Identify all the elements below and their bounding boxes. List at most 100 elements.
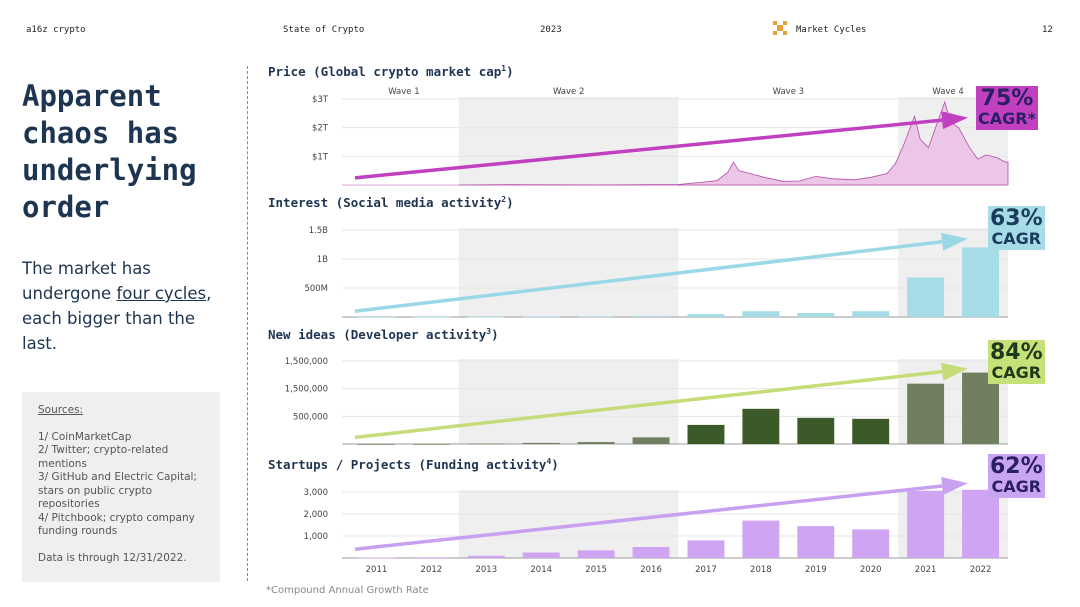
chart-title-developers: New ideas (Developer activity3) [268,327,499,343]
bar-2014 [522,442,560,444]
trend-arrow-line [354,369,943,440]
y-tick-label: 1,000 [304,532,328,542]
y-tick-label: $2T [312,124,329,134]
price-area [458,100,1009,186]
x-tick-label: 2013 [475,565,497,575]
trend-arrow-head [941,362,968,381]
report-title: State of Crypto [283,25,365,35]
four-cycles-link[interactable]: four cycles [116,284,207,303]
bar-2022 [962,489,999,558]
wave-label: Wave 1 [388,87,419,97]
y-tick-label: 1B [317,255,328,265]
bar-2015 [577,442,615,444]
page-number: 12 [1042,25,1053,35]
x-tick-label: 2012 [421,565,443,575]
source-item: 2/ Twitter; crypto-related mentions [38,444,169,470]
bar-2018 [742,520,780,558]
bar-2012 [412,443,450,445]
chart-title-price: Price (Global crypto market cap1) [268,64,514,80]
bar-2019 [797,312,835,317]
report-year: 2023 [540,25,562,35]
bar-2019 [797,417,835,444]
chart-title-interest: Interest (Social media activity2) [268,195,514,211]
wave-band [458,228,679,317]
bar-2022 [962,372,999,444]
bar-2012 [412,316,450,318]
bar-2018 [742,311,780,317]
trend-arrow-line [354,240,943,313]
x-tick-label: 2021 [915,565,937,575]
bar-2014 [522,316,560,318]
cagr-badge-developers: 84% CAGR [988,340,1045,384]
bar-2017 [687,424,725,444]
lede-after: , each bigger than the last. [22,284,212,353]
x-tick-label: 2014 [530,565,552,575]
trend-arrow-head [941,111,968,130]
lede-text: The market has undergone four cycles, ea… [22,256,222,356]
x-tick-label: 2019 [805,565,827,575]
trend-arrow-head [941,477,968,495]
cagr-badge-funding: 62% CAGR [988,454,1045,498]
bar-2021 [907,383,945,444]
bar-2020 [852,418,890,444]
wave-band [458,490,679,558]
y-tick-label: 1.5B [309,226,329,236]
x-tick-label: 2020 [860,565,882,575]
x-tick-label: 2011 [366,565,388,575]
y-tick-label: 2,000 [304,510,328,520]
trend-arrow-line [354,118,943,180]
y-tick-label: 1,500,000 [285,357,328,367]
wave-label: Wave 4 [932,87,963,97]
sources-box: Sources: 1/ CoinMarketCap 2/ Twitter; cr… [22,392,220,582]
chart-title-funding: Startups / Projects (Funding activity4) [268,457,559,473]
wave-label: Wave 3 [773,87,804,97]
wave-band [458,359,679,444]
bar-2013 [467,555,505,558]
bar-2011 [358,557,395,559]
y-tick-label: $1T [312,152,329,162]
brand-label: a16z crypto [26,25,86,35]
bar-2015 [577,550,615,558]
y-tick-label: 3,000 [304,488,328,498]
trend-arrow-head [941,232,968,251]
bar-2019 [797,526,835,558]
bar-2020 [852,529,890,558]
source-item: 3/ GitHub and Electric Capital; stars on… [38,471,197,510]
bar-2016 [632,547,670,558]
bar-2016 [632,437,670,444]
bar-2011 [358,443,395,445]
y-tick-label: 1,500,000 [285,385,328,395]
bar-2021 [907,277,945,317]
y-tick-label: 500M [304,284,328,294]
section-title: Market Cycles [796,25,867,35]
x-tick-label: 2016 [640,565,662,575]
wave-band [458,97,679,185]
x-tick-label: 2017 [695,565,717,575]
lede-before: The market has undergone [22,259,151,303]
bar-2021 [907,490,945,558]
market-cycles-logo-icon [772,20,788,36]
bar-2017 [687,314,725,317]
y-tick-label: $3T [312,95,329,105]
source-item: 4/ Pitchbook; crypto company funding rou… [38,511,195,538]
cagr-badge-price: 75% CAGR* [976,86,1038,130]
x-tick-label: 2022 [970,565,992,575]
data-note: Data is through 12/31/2022. [38,551,187,564]
bar-2012 [412,557,450,559]
bar-2022 [962,247,999,317]
sources-title: Sources: [38,404,84,416]
bar-2011 [358,316,395,318]
bar-2013 [467,443,505,445]
bar-2013 [467,316,505,318]
wave-label: Wave 2 [553,87,584,97]
divider [247,66,248,581]
cagr-badge-interest: 63% CAGR [988,206,1045,250]
bar-2014 [522,552,560,558]
x-tick-label: 2018 [750,565,772,575]
bar-2017 [687,540,725,558]
bar-2020 [852,311,890,317]
y-tick-label: 500,000 [293,412,328,422]
x-tick-label: 2015 [585,565,607,575]
bar-2016 [632,316,670,317]
